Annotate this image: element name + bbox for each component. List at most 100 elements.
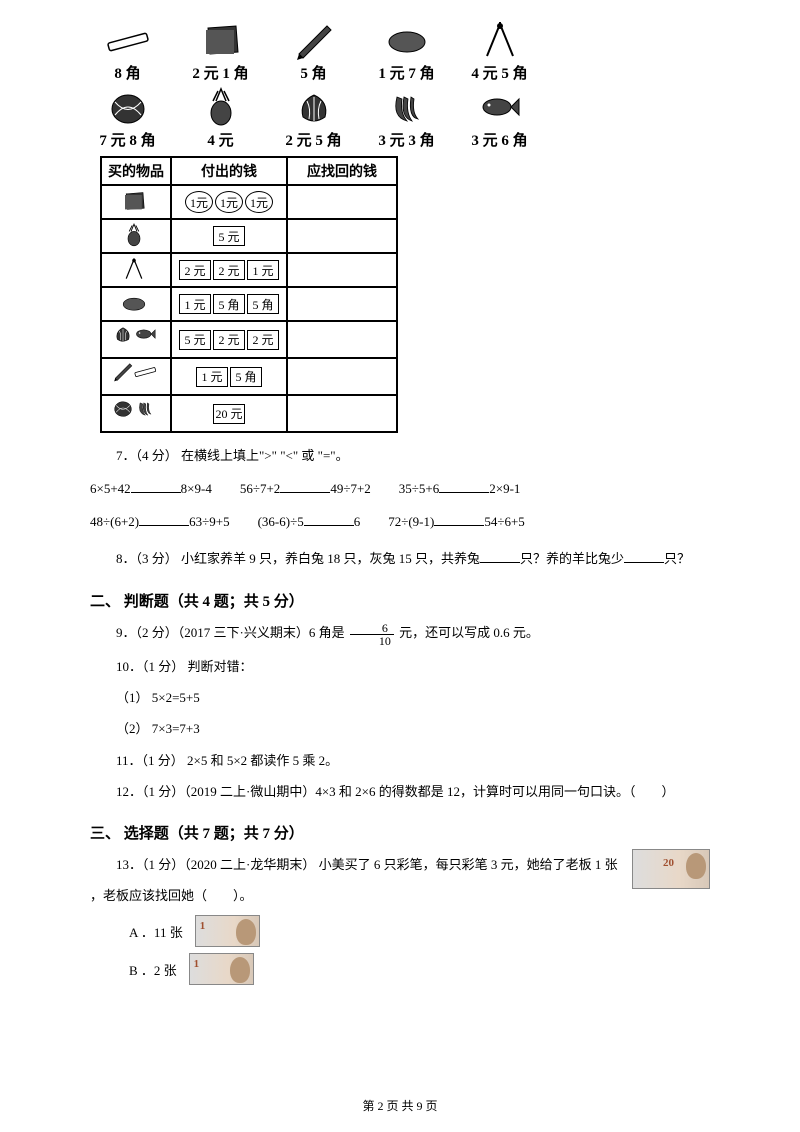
price-label: 5 角 <box>300 62 326 83</box>
product-item: 3 元 3 角 <box>369 87 444 150</box>
ruler-icon <box>103 20 153 60</box>
product-item: 2 元 5 角 <box>276 87 351 150</box>
pay-cell: 5 元 <box>171 219 287 253</box>
rmb-1-icon: 1 <box>189 953 254 985</box>
product-item: 1 元 7 角 <box>369 20 444 83</box>
cabbage-icon <box>289 87 339 127</box>
change-cell[interactable] <box>287 287 397 321</box>
change-cell[interactable] <box>287 395 397 432</box>
price-label: 7 元 8 角 <box>99 129 155 150</box>
rmb-20-icon: 20 <box>632 849 710 889</box>
item-cell <box>101 253 171 287</box>
price-label: 8 角 <box>114 62 140 83</box>
shopping-table: 买的物品付出的钱应找回的钱 1元1元1元5 元2 元2 元1 元1 元5 角5 … <box>100 156 398 433</box>
price-label: 2 元 1 角 <box>192 62 248 83</box>
table-row: 1 元5 角 <box>101 358 397 395</box>
product-item: 7 元 8 角 <box>90 87 165 150</box>
q8: 8．（3 分） 小红家养羊 9 只，养白兔 18 只，灰兔 15 只，共养兔只？… <box>90 546 710 572</box>
money-bill: 2 元 <box>213 260 245 280</box>
expression: 35÷5+62×9-1 <box>399 475 521 504</box>
price-label: 2 元 5 角 <box>285 129 341 150</box>
item-cell <box>101 219 171 253</box>
q7-row1: 6×5+428×9-456÷7+249÷7+235÷5+62×9-1 <box>90 475 710 504</box>
price-label: 4 元 <box>207 129 233 150</box>
money-bill: 5 元 <box>213 226 245 246</box>
table-header: 买的物品 <box>101 157 171 185</box>
money-coin: 1元 <box>245 191 273 213</box>
pineapple-icon <box>196 87 246 127</box>
product-item: 4 元 5 角 <box>462 20 537 83</box>
q12: 12．（1 分）（2019 二上·微山期中）4×3 和 2×6 的得数都是 12… <box>90 780 710 803</box>
items-row-2: 7 元 8 角 4 元 2 元 5 角 3 元 3 角 3 元 6 角 <box>90 87 710 150</box>
q13: 20 13．（1 分）（2020 二上·龙华期末） 小美买了 6 只彩笔，每只彩… <box>90 853 710 876</box>
pay-cell: 20 元 <box>171 395 287 432</box>
item-cell <box>101 321 171 358</box>
compass-icon <box>475 20 525 60</box>
pay-cell: 2 元2 元1 元 <box>171 253 287 287</box>
q11: 11．（1 分） 2×5 和 5×2 都读作 5 乘 2。 <box>90 749 710 772</box>
money-bill: 5 元 <box>179 330 211 350</box>
change-cell[interactable] <box>287 321 397 358</box>
item-cell <box>101 185 171 219</box>
page-footer: 第 2 页 共 9 页 <box>0 1097 800 1114</box>
q7-stem: 7．（4 分） 在横线上填上">" "<" 或 "="。 <box>90 443 710 469</box>
money-bill: 2 元 <box>179 260 211 280</box>
change-cell[interactable] <box>287 219 397 253</box>
banana-icon <box>382 87 432 127</box>
eraser-icon <box>382 20 432 60</box>
q10: 10．（1 分） 判断对错： <box>90 655 710 678</box>
expression: 72÷(9-1)54÷6+5 <box>388 508 525 537</box>
money-bill: 1 元 <box>247 260 279 280</box>
section-3-title: 三、 选择题（共 7 题；共 7 分） <box>90 822 710 843</box>
expression: 48÷(6+2)63÷9+5 <box>90 508 230 537</box>
money-bill: 2 元 <box>247 330 279 350</box>
product-item: 4 元 <box>183 87 258 150</box>
fish-icon <box>475 87 525 127</box>
money-coin: 1元 <box>185 191 213 213</box>
table-row: 1元1元1元 <box>101 185 397 219</box>
q7-row2: 48÷(6+2)63÷9+5 (36-6)÷56 72÷(9-1)54÷6+5 <box>90 508 710 537</box>
q9: 9．（2 分）（2017 三下·兴义期末）6 角是 6 10 元，还可以写成 0… <box>90 621 710 647</box>
q13b: ，老板应该找回她（ ）。 <box>90 884 710 907</box>
price-label: 3 元 3 角 <box>378 129 434 150</box>
q10-1: （1） 5×2=5+5 <box>90 686 710 709</box>
money-bill: 5 角 <box>247 294 279 314</box>
melon-icon <box>103 87 153 127</box>
table-row: 20 元 <box>101 395 397 432</box>
money-bill: 5 角 <box>213 294 245 314</box>
expression: 6×5+428×9-4 <box>90 475 212 504</box>
section-2-title: 二、 判断题（共 4 题；共 5 分） <box>90 590 710 611</box>
price-label: 4 元 5 角 <box>471 62 527 83</box>
table-row: 2 元2 元1 元 <box>101 253 397 287</box>
change-cell[interactable] <box>287 358 397 395</box>
pay-cell: 5 元2 元2 元 <box>171 321 287 358</box>
option-a: A ．11 张 1 <box>129 915 710 947</box>
item-cell <box>101 287 171 321</box>
expression: (36-6)÷56 <box>258 508 361 537</box>
pay-cell: 1 元5 角 <box>171 358 287 395</box>
table-header: 应找回的钱 <box>287 157 397 185</box>
pencil-icon <box>289 20 339 60</box>
product-item: 3 元 6 角 <box>462 87 537 150</box>
fraction-6-10: 6 10 <box>350 622 394 647</box>
option-b: B ．2 张 1 <box>129 953 710 985</box>
item-cell <box>101 395 171 432</box>
table-row: 5 元 <box>101 219 397 253</box>
change-cell[interactable] <box>287 185 397 219</box>
product-item: 2 元 1 角 <box>183 20 258 83</box>
money-bill: 1 元 <box>179 294 211 314</box>
change-cell[interactable] <box>287 253 397 287</box>
table-header: 付出的钱 <box>171 157 287 185</box>
items-row-1: 8 角 2 元 1 角 5 角 1 元 7 角 4 元 5 角 <box>90 20 710 83</box>
money-bill: 1 元 <box>196 367 228 387</box>
money-bill: 2 元 <box>213 330 245 350</box>
notebook-icon <box>196 20 246 60</box>
price-label: 3 元 6 角 <box>471 129 527 150</box>
money-bill: 5 角 <box>230 367 262 387</box>
table-row: 1 元5 角5 角 <box>101 287 397 321</box>
rmb-1-icon: 1 <box>195 915 260 947</box>
money-bill: 20 元 <box>213 404 245 424</box>
money-coin: 1元 <box>215 191 243 213</box>
product-item: 5 角 <box>276 20 351 83</box>
product-item: 8 角 <box>90 20 165 83</box>
